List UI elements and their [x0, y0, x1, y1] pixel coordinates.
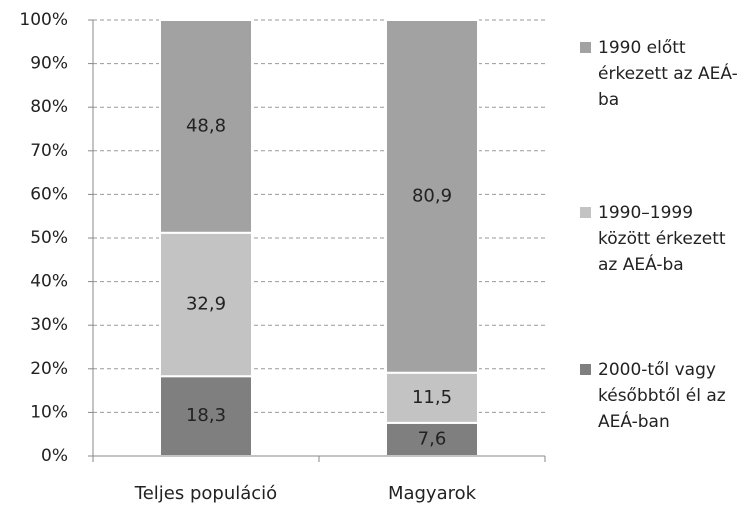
y-tick-label: 20% — [30, 359, 68, 379]
y-tick-label: 90% — [30, 54, 68, 74]
y-tick-label: 50% — [30, 228, 68, 248]
y-tick-label: 60% — [30, 184, 68, 204]
y-tick-label: 70% — [30, 141, 68, 161]
legend-label: 1990–1999 között érkezett az AEÁ-ba — [598, 203, 726, 275]
y-tick-label: 100% — [19, 10, 68, 30]
data-label: 11,5 — [412, 387, 452, 408]
data-label: 32,9 — [186, 293, 226, 314]
y-tick-label: 40% — [30, 272, 68, 292]
bar-segment — [385, 371, 479, 424]
data-label: 18,3 — [186, 405, 226, 426]
x-tick-label: Teljes populáció — [134, 483, 277, 504]
y-tick-label: 30% — [30, 315, 68, 335]
bar-segment — [159, 19, 253, 234]
legend-swatch — [580, 364, 591, 375]
legend-swatch — [580, 207, 591, 218]
legend-swatch — [580, 42, 591, 53]
data-label: 48,8 — [186, 115, 226, 136]
data-label: 7,6 — [418, 428, 447, 449]
bar-segment — [385, 19, 479, 374]
y-tick-label: 80% — [30, 97, 68, 117]
y-tick-label: 10% — [30, 402, 68, 422]
legend-label: 1990 előtt érkezett az AEÁ-ba — [598, 38, 738, 110]
y-tick-label: 0% — [41, 446, 68, 466]
x-tick-label: Magyarok — [388, 483, 477, 504]
data-label: 80,9 — [412, 185, 452, 206]
bar-segment — [159, 231, 253, 378]
legend-label: 2000-től vagy későbbtől él az AEÁ-ban — [598, 360, 726, 432]
